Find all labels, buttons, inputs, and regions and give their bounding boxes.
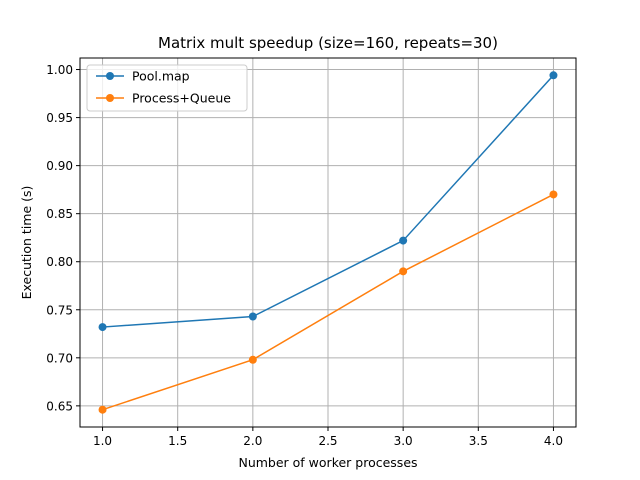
data-point <box>98 405 107 414</box>
y-axis: 0.65 0.70 0.75 0.80 0.85 0.90 0.95 1.00 <box>46 63 80 413</box>
x-tick-label: 2.5 <box>318 434 337 448</box>
x-tick-label: 3.0 <box>394 434 413 448</box>
legend-entry: Process+Queue <box>96 91 231 106</box>
legend-marker <box>106 72 114 80</box>
legend-label: Pool.map <box>132 69 190 84</box>
chart-title: Matrix mult speedup (size=160, repeats=3… <box>158 34 498 52</box>
x-tick-label: 1.5 <box>168 434 187 448</box>
y-tick-label: 1.00 <box>46 63 73 77</box>
y-tick-label: 0.65 <box>46 399 73 413</box>
series-line <box>102 74 555 328</box>
legend-box <box>86 64 248 112</box>
series-layer <box>98 71 558 414</box>
y-tick-label: 0.75 <box>46 303 73 317</box>
series-line <box>102 193 554 411</box>
y-tick-label: 0.95 <box>46 111 73 125</box>
legend-entry: Pool.map <box>96 69 190 84</box>
data-point <box>248 355 257 364</box>
data-point <box>98 323 107 332</box>
legend-marker <box>106 94 114 102</box>
data-point <box>399 236 408 245</box>
x-axis-label: Number of worker processes <box>238 455 417 470</box>
series-1 <box>98 190 558 414</box>
data-point <box>248 312 257 321</box>
x-tick-label: 1.0 <box>93 434 112 448</box>
grid-lines <box>80 58 576 427</box>
x-tick-label: 3.5 <box>469 434 488 448</box>
x-tick-label: 2.0 <box>243 434 262 448</box>
y-axis-label: Execution time (s) <box>19 186 34 300</box>
y-tick-label: 0.70 <box>46 351 73 365</box>
y-tick-label: 0.90 <box>46 159 73 173</box>
legend-label: Process+Queue <box>132 91 231 106</box>
y-tick-label: 0.85 <box>46 207 73 221</box>
legend: Pool.map Process+Queue <box>86 64 248 112</box>
data-point <box>549 190 558 199</box>
y-tick-label: 0.80 <box>46 255 73 269</box>
data-point <box>399 267 408 276</box>
x-tick-label: 4.0 <box>544 434 563 448</box>
series-0 <box>98 71 558 332</box>
x-axis: 1.0 1.5 2.0 2.5 3.0 3.5 4.0 <box>93 427 563 448</box>
data-point <box>549 71 558 80</box>
